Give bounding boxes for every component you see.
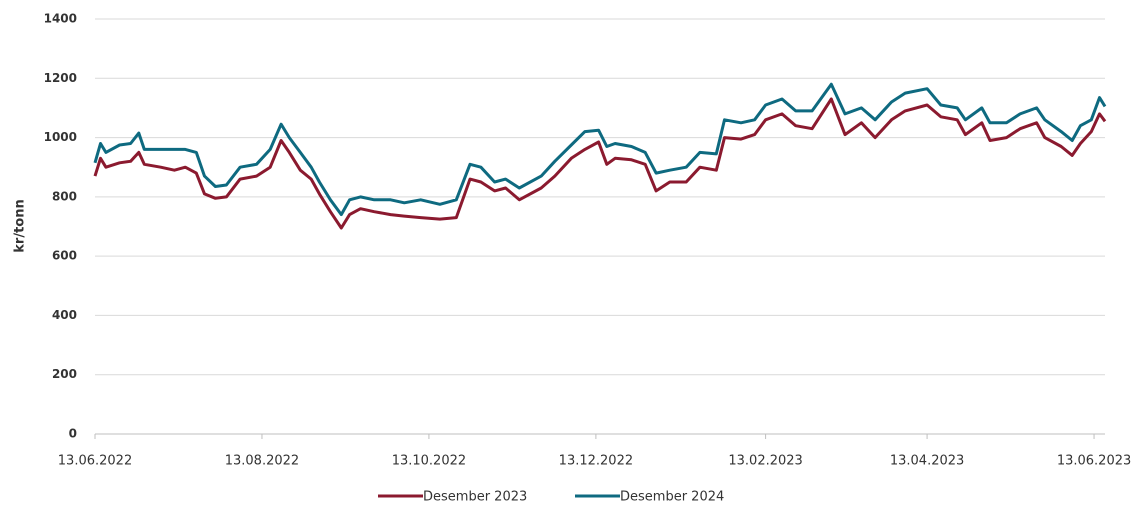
y-tick-label: 800	[52, 189, 77, 203]
y-tick-label: 0	[69, 427, 77, 441]
x-tick-label: 13.06.2022	[58, 454, 132, 469]
x-tick-label: 13.10.2022	[392, 454, 466, 469]
y-tick-label: 1000	[44, 130, 77, 144]
y-axis-label: kr/tonn	[13, 199, 28, 252]
y-tick-label: 600	[52, 249, 77, 263]
series-line	[93, 97, 1107, 230]
x-tick-label: 13.02.2023	[728, 454, 802, 469]
x-tick-label: 13.08.2022	[225, 454, 299, 469]
y-tick-label: 200	[52, 367, 77, 381]
x-tick-label: 13.04.2023	[890, 454, 964, 469]
series-line	[93, 82, 1107, 217]
y-tick-label: 400	[52, 308, 77, 322]
y-tick-label: 1400	[44, 12, 77, 26]
x-tick-label: 13.06.2023	[1057, 454, 1131, 469]
x-tick-label: 13.12.2022	[559, 454, 633, 469]
y-tick-label: 1200	[44, 71, 77, 85]
legend-label: Desember 2023	[423, 490, 527, 505]
legend-label: Desember 2024	[620, 490, 724, 505]
